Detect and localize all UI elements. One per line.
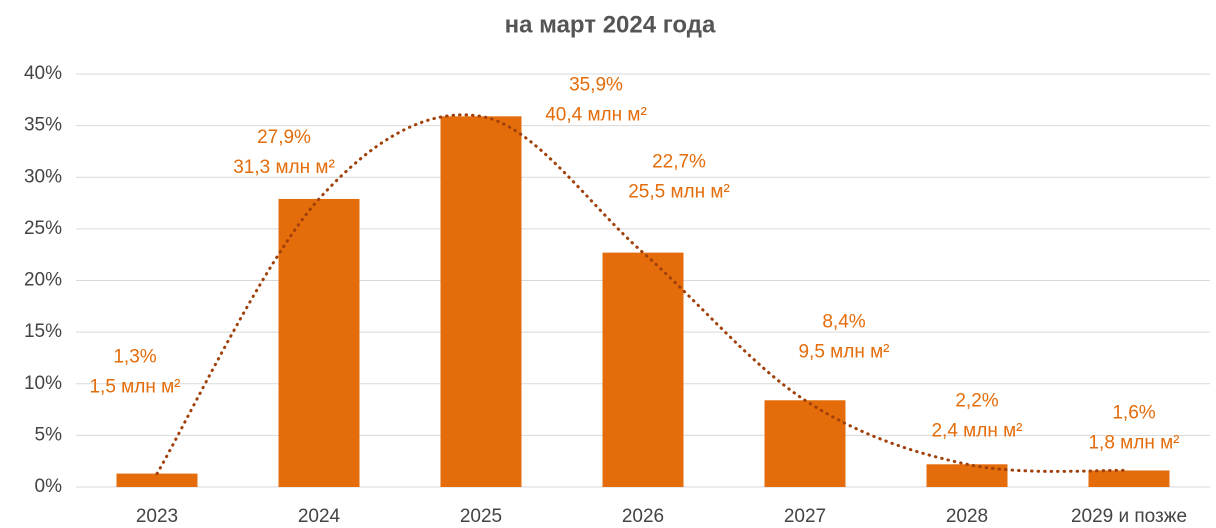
volume-label: 31,3 млн м²	[233, 157, 335, 178]
x-tick-label: 2026	[622, 506, 664, 527]
bar	[116, 473, 198, 487]
y-tick-label: 5%	[35, 424, 63, 445]
bar	[278, 198, 360, 487]
volume-label: 25,5 млн м²	[628, 182, 730, 203]
data-label: 2,2%	[955, 390, 998, 411]
y-tick-label: 40%	[24, 63, 62, 84]
x-tick-label: 2024	[298, 506, 341, 527]
volume-label: 40,4 млн м²	[545, 104, 647, 125]
data-label: 8,4%	[822, 311, 865, 332]
volume-label: 1,5 млн м²	[89, 377, 180, 398]
y-tick-label: 0%	[35, 476, 63, 497]
y-tick-label: 35%	[24, 115, 62, 136]
y-tick-label: 10%	[24, 373, 62, 394]
bar	[764, 400, 846, 487]
x-tick-label: 2025	[460, 506, 502, 527]
x-tick-label: 2029 и позже	[1071, 506, 1187, 527]
y-tick-label: 30%	[24, 166, 62, 187]
data-label: 1,6%	[1112, 402, 1155, 423]
data-label: 27,9%	[257, 127, 311, 148]
volume-label: 2,4 млн м²	[931, 420, 1022, 441]
x-tick-label: 2027	[784, 506, 826, 527]
y-tick-label: 15%	[24, 321, 62, 342]
data-label: 1,3%	[113, 347, 156, 368]
volume-label: 1,8 млн м²	[1088, 432, 1179, 453]
bar	[602, 252, 684, 487]
trendline	[155, 113, 1131, 476]
volume-label: 9,5 млн м²	[798, 341, 889, 362]
bar	[440, 116, 522, 488]
x-tick-label: 2028	[946, 506, 988, 527]
x-tick-label: 2023	[136, 506, 178, 527]
bar	[926, 464, 1008, 487]
y-tick-label: 20%	[24, 270, 62, 291]
data-label: 35,9%	[569, 74, 623, 95]
chart-title: на март 2024 года	[505, 11, 716, 38]
data-label: 22,7%	[652, 152, 706, 173]
y-tick-label: 25%	[24, 218, 62, 239]
bar	[1088, 470, 1170, 487]
